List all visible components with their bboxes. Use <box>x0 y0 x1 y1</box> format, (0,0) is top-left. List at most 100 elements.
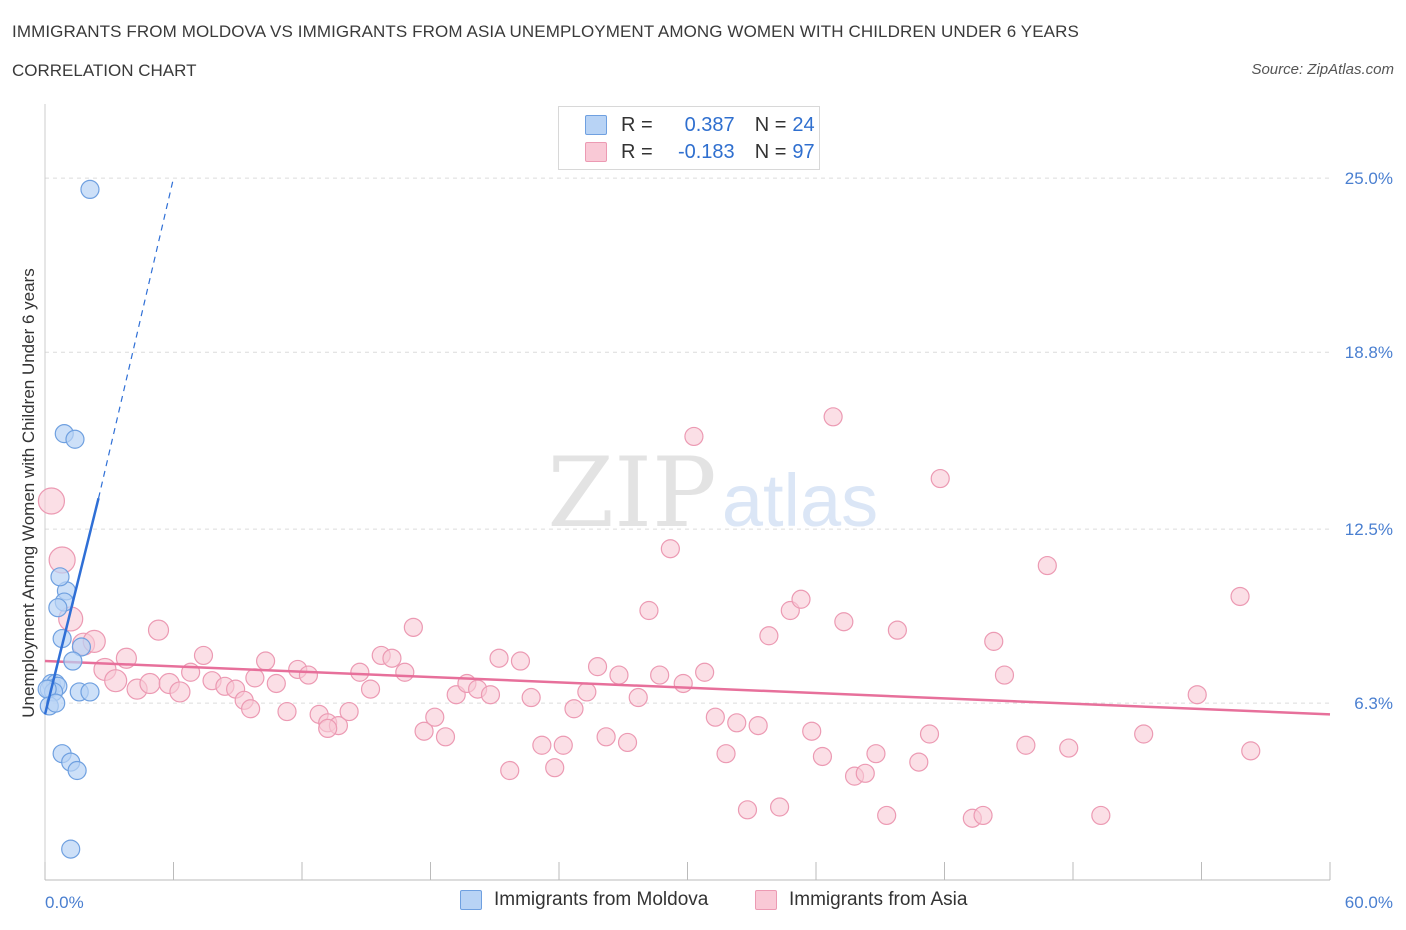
chart-title: IMMIGRANTS FROM MOLDOVA VS IMMIGRANTS FR… <box>12 22 1079 41</box>
chart-subtitle: CORRELATION CHART <box>12 61 197 80</box>
moldova-point <box>71 637 92 657</box>
asia-point <box>510 651 531 671</box>
legend-item-moldova[interactable]: Immigrants from Moldova <box>460 889 708 911</box>
asia-point <box>1230 586 1250 607</box>
asia-point <box>596 727 616 747</box>
moldova-point <box>80 682 100 702</box>
asia-point <box>994 665 1015 685</box>
asia-point <box>695 662 715 682</box>
source-label: Source: ZipAtlas.com <box>1251 61 1394 78</box>
asia-point <box>855 763 875 783</box>
asia-point <box>500 760 520 781</box>
asia-point <box>521 687 541 708</box>
asia-point <box>930 468 950 489</box>
asia-point <box>577 682 597 702</box>
y-tick-label: 25.0% <box>1345 169 1393 188</box>
asia-point <box>737 800 758 820</box>
y-tick-label: 12.5% <box>1345 520 1393 539</box>
legend-row-asia: R = -0.183 N = 97 <box>585 140 815 164</box>
asia-point <box>1059 738 1079 758</box>
asia-point <box>403 617 423 637</box>
asia-point <box>759 626 779 646</box>
moldova-trend-line <box>43 497 100 715</box>
moldova-swatch <box>585 115 607 135</box>
moldova-point <box>48 598 68 618</box>
asia-n-label: N = <box>754 140 787 163</box>
asia-point <box>812 746 833 767</box>
asia-point <box>1037 555 1057 576</box>
y-tick-labels: 6.3% 12.5% 18.8% 25.0% <box>1345 169 1393 713</box>
asia-point <box>877 805 897 826</box>
asia-point <box>245 668 265 688</box>
x-tick-label-min: 0.0% <box>45 893 84 912</box>
asia-point <box>984 631 1004 651</box>
asia-point <box>1134 724 1154 744</box>
asia-point <box>716 744 736 764</box>
asia-trend-line <box>44 659 1331 716</box>
asia-point <box>587 657 608 677</box>
moldova-point <box>63 651 83 671</box>
moldova-n-value: 24 <box>792 113 815 136</box>
watermark: ZIP atlas <box>547 437 878 549</box>
watermark-zip: ZIP <box>547 437 716 549</box>
asia-point <box>564 699 584 719</box>
x-tick-labels: 0.0% 60.0% <box>45 893 1393 912</box>
asia-point <box>553 735 573 755</box>
asia-point <box>435 727 456 747</box>
series-legend: Immigrants from Moldova Immigrants from … <box>0 889 1406 915</box>
moldova-trend-extension <box>97 178 175 499</box>
asia-point <box>769 797 790 817</box>
asia-point <box>193 645 214 666</box>
asia-point <box>318 718 338 739</box>
asia-point <box>1241 741 1261 761</box>
moldova-n-label: N = <box>754 113 787 136</box>
moldova-point <box>65 429 85 449</box>
moldova-r-value: 0.387 <box>684 113 735 136</box>
asia-point <box>532 735 552 755</box>
y-axis-label: Unemployment Among Women with Children U… <box>19 268 38 717</box>
asia-point <box>255 651 276 671</box>
asia-point <box>1016 735 1036 755</box>
legend-swatch-moldova <box>460 890 482 910</box>
asia-r-label: R = <box>621 140 653 163</box>
legend-swatch-asia <box>755 890 777 910</box>
moldova-point <box>67 760 87 781</box>
asia-point <box>298 665 319 685</box>
asia-point <box>147 619 170 641</box>
asia-point <box>684 426 704 447</box>
asia-r-value: -0.183 <box>677 140 735 163</box>
asia-point <box>37 487 66 515</box>
asia-point <box>360 679 381 699</box>
legend-row-moldova: R = 0.387 N = 24 <box>585 113 815 137</box>
asia-point <box>241 699 261 719</box>
asia-point <box>139 672 161 695</box>
asia-point <box>277 701 297 722</box>
gridlines <box>45 177 1330 704</box>
legend-item-asia[interactable]: Immigrants from Asia <box>755 889 967 911</box>
asia-point <box>727 713 747 733</box>
asia-point <box>1091 805 1111 826</box>
asia-point <box>104 669 128 693</box>
legend-label-moldova: Immigrants from Moldova <box>494 889 709 910</box>
asia-point <box>617 732 638 753</box>
asia-point <box>909 752 929 772</box>
moldova-r-label: R = <box>621 113 653 136</box>
asia-point <box>748 715 768 736</box>
asia-point <box>545 758 565 778</box>
asia-point <box>673 673 693 694</box>
asia-point <box>866 744 886 764</box>
asia-point <box>973 805 993 826</box>
asia-point <box>639 600 659 621</box>
y-tick-label: 6.3% <box>1354 694 1393 713</box>
asia-point <box>791 589 811 609</box>
asia-point <box>705 707 725 727</box>
asia-point <box>919 724 940 744</box>
asia-point <box>266 673 286 694</box>
moldova-series <box>37 179 100 859</box>
asia-point <box>823 407 843 427</box>
asia-point <box>489 648 509 668</box>
asia-n-value: 97 <box>792 140 815 163</box>
asia-point <box>628 687 648 708</box>
asia-point <box>414 721 434 741</box>
asia-point <box>339 701 359 722</box>
